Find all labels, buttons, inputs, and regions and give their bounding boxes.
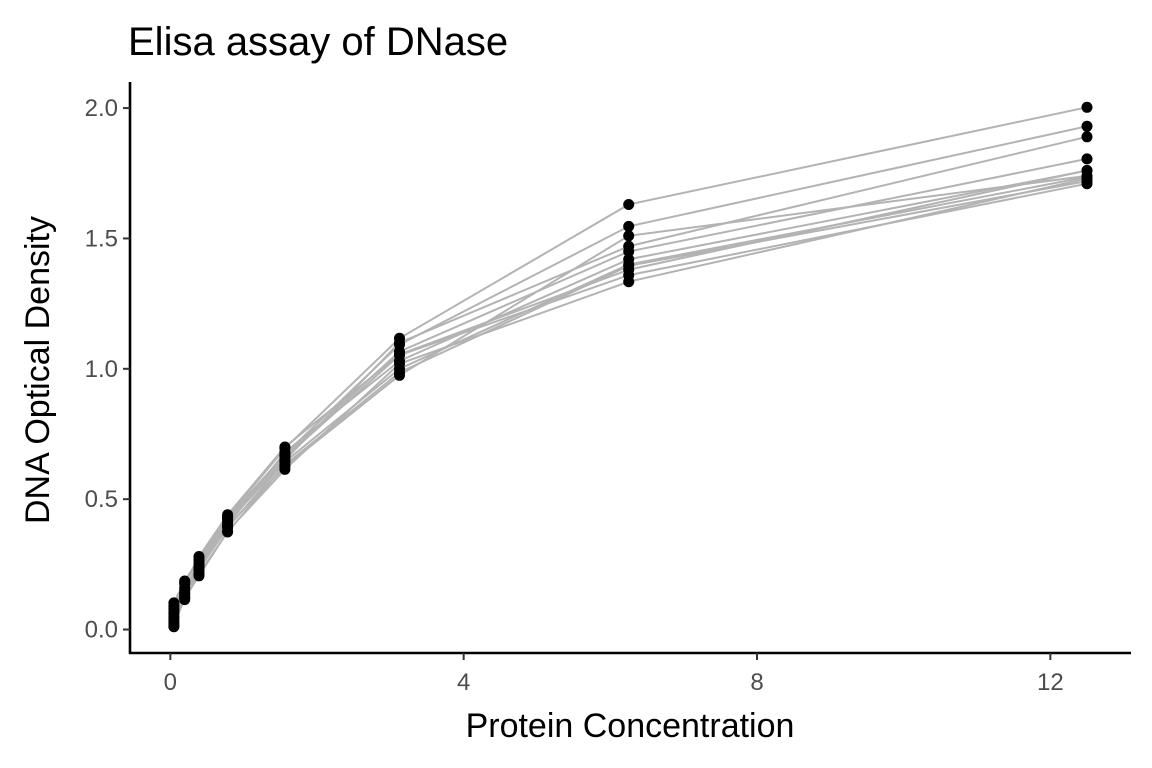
data-point bbox=[279, 461, 291, 473]
data-point bbox=[193, 557, 205, 569]
chart-title: Elisa assay of DNase bbox=[128, 20, 508, 64]
series-layer bbox=[172, 106, 1088, 627]
data-point bbox=[1081, 101, 1093, 113]
data-point bbox=[623, 199, 635, 210]
data-point bbox=[279, 442, 291, 454]
y-axis-ticks: 0.0 0.5 1.0 1.5 2.0 bbox=[85, 95, 130, 644]
y-tick-label: 0.0 bbox=[85, 617, 118, 644]
y-axis-label: DNA Optical Density bbox=[19, 216, 57, 524]
y-tick-label: 2.0 bbox=[85, 95, 118, 122]
x-tick-label: 12 bbox=[1037, 669, 1064, 696]
data-point bbox=[623, 230, 635, 242]
data-point bbox=[394, 346, 405, 358]
data-point bbox=[1081, 178, 1093, 190]
data-point bbox=[623, 246, 635, 257]
data-point bbox=[1081, 153, 1093, 165]
data-point bbox=[394, 332, 405, 344]
data-point bbox=[623, 264, 635, 276]
x-tick-label: 4 bbox=[457, 669, 470, 696]
x-tick-label: 8 bbox=[750, 669, 763, 696]
x-axis-ticks: 0 4 8 12 bbox=[164, 653, 1064, 696]
data-point bbox=[394, 369, 405, 381]
x-tick-label: 0 bbox=[164, 669, 177, 696]
series-line-10 bbox=[173, 106, 1088, 604]
data-point bbox=[623, 220, 635, 232]
points-layer bbox=[168, 101, 1093, 633]
data-point bbox=[1081, 120, 1093, 132]
x-axis-label: Protein Concentration bbox=[466, 707, 795, 745]
y-tick-label: 0.5 bbox=[85, 486, 118, 513]
data-point bbox=[179, 582, 191, 594]
data-point bbox=[623, 253, 635, 265]
data-point bbox=[168, 617, 180, 629]
y-tick-label: 1.5 bbox=[85, 225, 118, 252]
data-point bbox=[1081, 131, 1093, 143]
data-point bbox=[1081, 170, 1093, 182]
data-point bbox=[394, 355, 405, 367]
y-tick-label: 1.0 bbox=[85, 356, 118, 383]
data-point bbox=[168, 603, 180, 615]
data-point bbox=[222, 515, 234, 527]
data-point bbox=[279, 450, 291, 462]
